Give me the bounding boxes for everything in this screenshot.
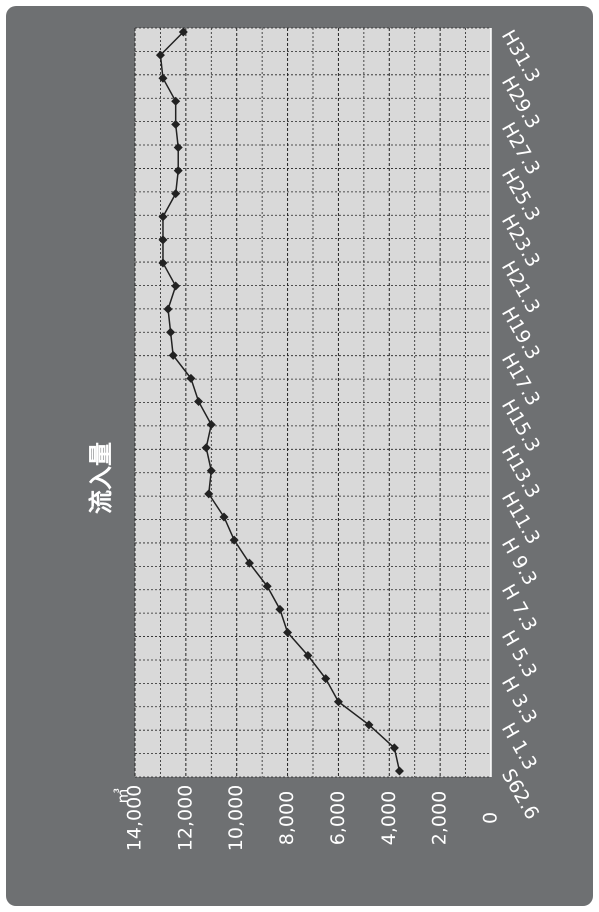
y-axis-ticks: 0 2,000 4,000 6,000 8,000 10,000 12,000 14,000 — [124, 785, 502, 851]
data-point — [244, 558, 254, 568]
x-tick-label: H23.3 — [497, 211, 544, 271]
chart-title: 流入量 — [87, 442, 115, 514]
data-point — [166, 327, 176, 337]
data-point — [173, 142, 183, 152]
chart-panel: 0 2,000 4,000 6,000 8,000 10,000 12,000 14,000 … — [6, 6, 593, 906]
x-tick-label: H 3.3 — [497, 673, 541, 728]
data-point — [206, 420, 216, 430]
data-point — [219, 512, 229, 522]
data-point — [364, 720, 374, 730]
y-tick-label: 6,000 — [327, 791, 349, 845]
inflow-line-chart: 02,0004,0006,0008,00010,00012,00014,000 … — [87, 26, 544, 851]
data-point — [204, 489, 214, 499]
x-tick-label: H29.3 — [497, 72, 544, 132]
y-tick-label: 8,000 — [276, 791, 298, 845]
data-point — [155, 50, 165, 60]
x-tick-label: H27.3 — [497, 119, 544, 179]
data-point — [171, 189, 181, 199]
x-tick-label: H25.3 — [497, 165, 544, 225]
x-tick-label: H 1.3 — [497, 719, 541, 774]
grid-lines — [134, 27, 492, 778]
x-tick-label: H21.3 — [497, 257, 544, 317]
data-point — [158, 258, 168, 268]
data-point — [186, 373, 196, 383]
data-point — [158, 73, 168, 83]
data-point — [158, 212, 168, 222]
x-tick-label: H13.3 — [497, 442, 544, 502]
data-point — [173, 166, 183, 176]
x-tick-label: H11.3 — [497, 488, 544, 548]
data-point — [158, 235, 168, 245]
data-point — [163, 304, 173, 314]
data-point — [194, 397, 204, 406]
y-tick-label: 2,000 — [429, 791, 451, 845]
data-point — [275, 604, 285, 614]
y-tick-label: 0 — [480, 812, 502, 824]
data-point — [333, 697, 343, 707]
data-point — [168, 350, 178, 360]
data-point — [206, 466, 216, 476]
x-tick-label: H 5.3 — [497, 627, 541, 682]
data-point — [394, 766, 404, 776]
data-point — [321, 674, 331, 684]
y-tick-label: 14,000 — [124, 785, 146, 851]
x-tick-label: H31.3 — [497, 26, 544, 86]
x-tick-label: H17.3 — [497, 350, 544, 410]
data-point — [229, 535, 239, 545]
data-point — [171, 281, 181, 291]
x-tick-label: H 7.3 — [497, 581, 541, 636]
x-tick-label: H15.3 — [497, 396, 544, 456]
data-series — [155, 27, 404, 776]
x-tick-label: H19.3 — [497, 303, 544, 363]
data-point — [303, 651, 313, 661]
y-tick-label: 10,000 — [225, 785, 247, 851]
data-point — [171, 96, 181, 106]
data-point — [201, 443, 211, 453]
y-tick-label: 12,000 — [174, 785, 196, 851]
data-point — [262, 581, 272, 591]
data-point — [389, 743, 399, 753]
data-point — [171, 119, 181, 129]
x-axis-ticks: S62.6H 1.3H 3.3H 5.3H 7.3H 9.3H11.3H13.3… — [497, 26, 544, 823]
unit-label: ㎥ — [113, 788, 132, 804]
x-tick-label: S62.6 — [497, 765, 543, 823]
data-point — [283, 627, 293, 637]
y-tick-label: 4,000 — [378, 791, 400, 845]
data-point — [178, 27, 188, 37]
